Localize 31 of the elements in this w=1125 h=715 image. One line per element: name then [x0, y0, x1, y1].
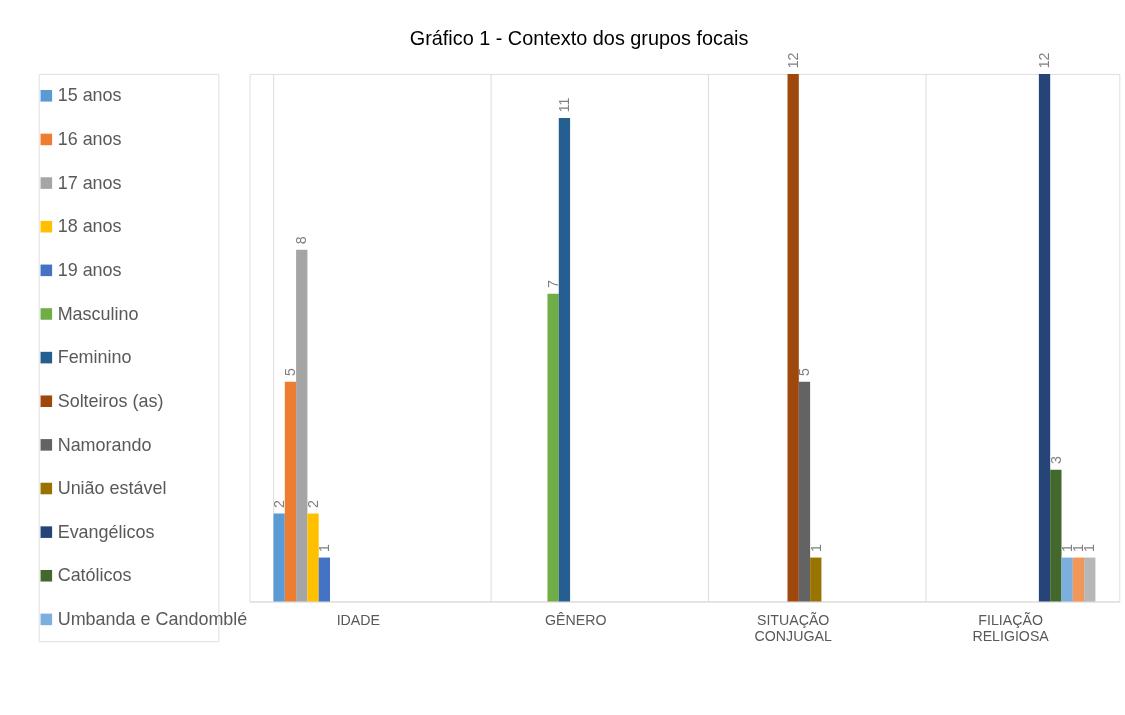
data-label: 11 — [556, 97, 573, 113]
legend-label: Católicos — [57, 565, 132, 586]
legend-label: 19 anos — [57, 260, 122, 281]
x-tick-label: SITUAÇÃO CONJUGAL — [754, 611, 832, 644]
data-label: 7 — [544, 280, 561, 289]
data-label: 5 — [796, 368, 813, 377]
data-label: 1 — [1058, 543, 1075, 552]
data-label: 5 — [282, 368, 299, 377]
data-label: 1 — [316, 543, 333, 552]
legend-label: Evangélicos — [57, 521, 155, 542]
data-label: 1 — [807, 543, 824, 552]
data-label: 8 — [293, 236, 310, 245]
legend-label: Umbanda e Candomblé — [57, 609, 248, 630]
legend-label: 17 anos — [57, 172, 122, 193]
legend-label: Feminino — [57, 347, 132, 368]
chart-title: Gráfico 1 - Contexto dos grupos focais — [409, 26, 749, 49]
data-label: 12 — [784, 52, 801, 69]
legend-label: 16 anos — [57, 129, 122, 150]
data-label: 2 — [270, 499, 287, 508]
legend-label: Namorando — [57, 434, 152, 455]
legend-label: 18 anos — [57, 216, 122, 237]
legend-label: Masculino — [57, 303, 139, 324]
legend-label: 15 anos — [57, 85, 122, 106]
x-tick-label: FILIAÇÃO RELIGIOSA — [972, 611, 1050, 644]
legend-label: União estável — [57, 478, 167, 499]
x-tick-label: GÊNERO — [545, 611, 607, 628]
data-label: 3 — [1047, 455, 1064, 464]
data-label: 12 — [1036, 52, 1053, 69]
legend-label: Solteiros (as) — [57, 390, 164, 411]
x-tick-label: IDADE — [336, 611, 380, 628]
data-label: 2 — [304, 499, 321, 508]
